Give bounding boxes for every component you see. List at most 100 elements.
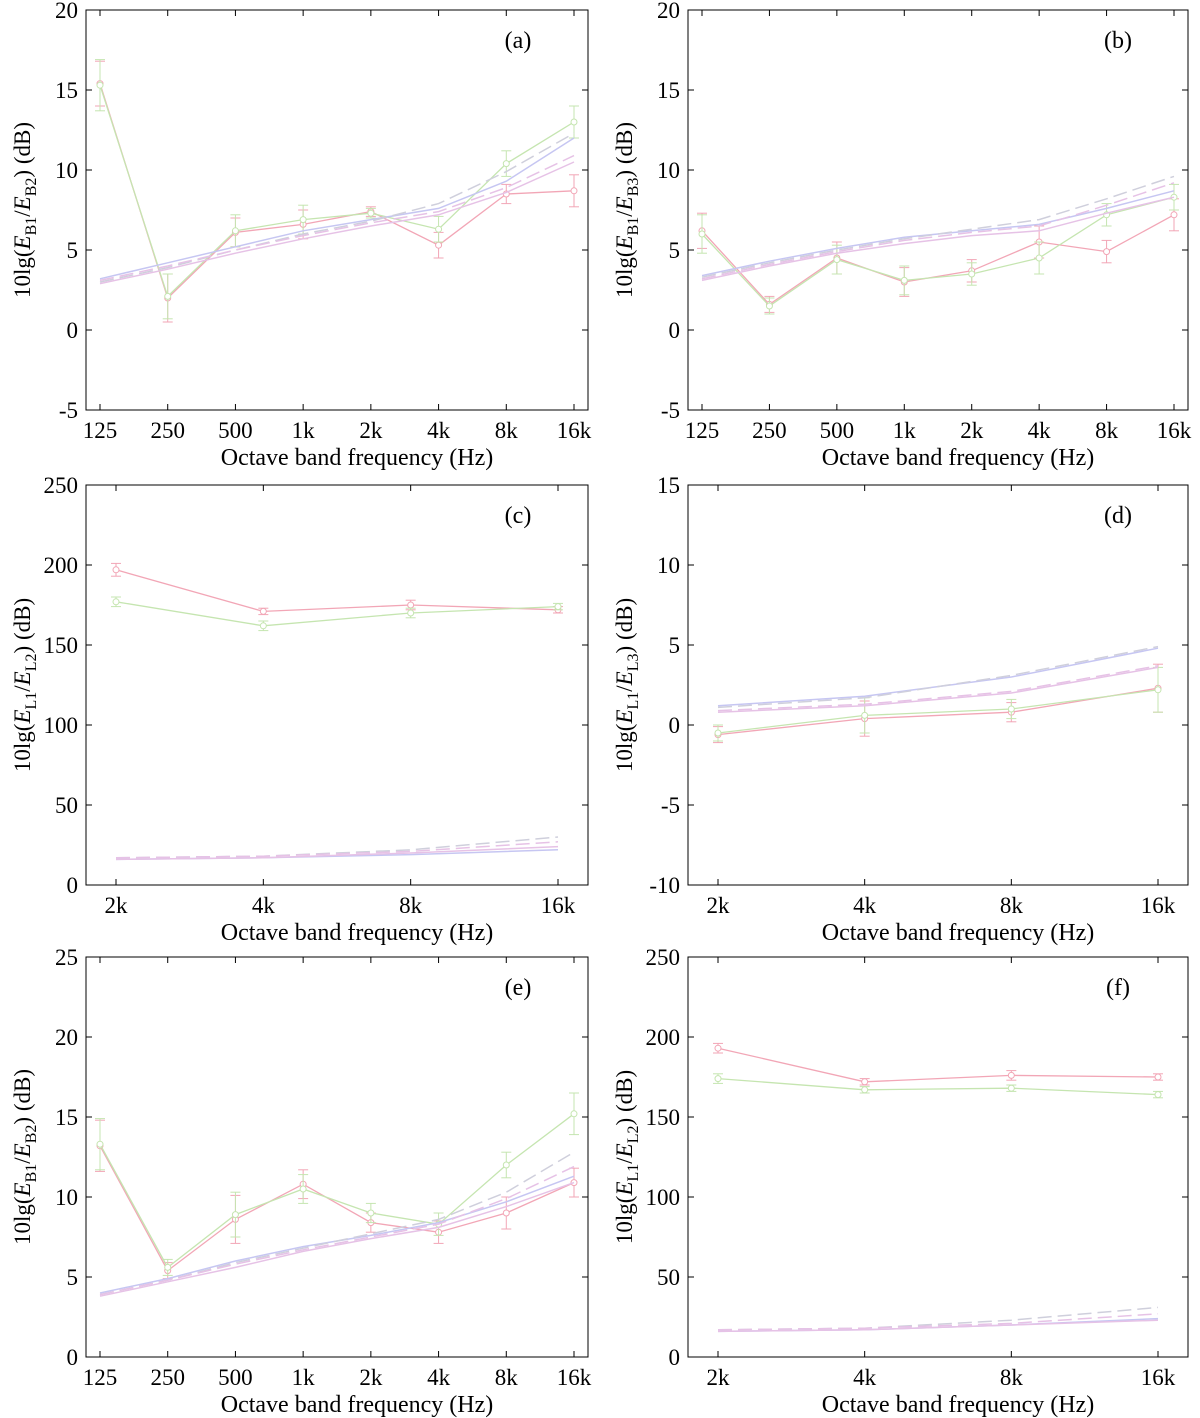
data-point	[502, 1209, 510, 1217]
data-point	[502, 160, 510, 168]
y-tick-label: 100	[646, 1185, 681, 1210]
y-axis-label-n1: E	[10, 1182, 35, 1197]
y-axis-label-s1: L1	[23, 692, 40, 710]
y-axis-label-n1: E	[612, 709, 637, 724]
data-point	[861, 1078, 869, 1086]
data-point	[164, 1263, 172, 1271]
x-tick-label: 16k	[557, 1365, 592, 1390]
x-tick-label: 16k	[1141, 1365, 1176, 1390]
y-tick-label: 100	[44, 713, 79, 738]
y-axis-label-s2: L3	[625, 653, 642, 671]
x-axis-label: Octave band frequency (Hz)	[221, 445, 494, 471]
y-axis-label-pre: 10lg(	[10, 249, 35, 298]
y-axis-label-slash: /	[612, 210, 637, 217]
data-point	[1007, 705, 1015, 713]
y-tick-label: 5	[669, 238, 681, 263]
series-line-2	[99, 1113, 575, 1269]
y-tick-label: 15	[55, 1105, 78, 1130]
y-tick-label: 0	[67, 873, 79, 898]
data-point	[299, 216, 307, 224]
panel-c: 0 50 100 150 200 250 2k 4k 8k 16k Octave band freq…	[10, 473, 589, 946]
y-tick-label: 5	[67, 238, 79, 263]
y-tick-label: 150	[646, 1105, 681, 1130]
y-tick-label: -5	[661, 398, 680, 423]
data-point	[570, 187, 578, 195]
series-line-4	[99, 1151, 575, 1296]
y-axis-label-post: ) (dB)	[612, 1070, 637, 1126]
series-line-2	[701, 196, 1175, 307]
plot-frame	[687, 484, 1189, 886]
series-line-3	[701, 190, 1175, 277]
y-tick-label: -5	[661, 793, 680, 818]
panel-e: 0 5 10 15 20 25 125 250 500 1k 2k 4k 8k 16k Octave ban…	[10, 945, 592, 1418]
data-point	[112, 566, 120, 574]
data-point	[714, 1044, 722, 1052]
y-axis-label-s2: L2	[23, 653, 40, 671]
series-line-1	[717, 687, 1159, 736]
y-axis-label-post: ) (dB)	[10, 1069, 35, 1125]
y-axis-label-s1: B1	[625, 217, 642, 236]
y-tick-label: 150	[44, 633, 79, 658]
x-axis-label: Octave band frequency (Hz)	[221, 920, 494, 946]
series-line-2	[115, 601, 559, 627]
x-tick-label: 4k	[853, 893, 877, 918]
y-axis-label: 10lg(EB1/EB2) (dB)	[10, 122, 40, 298]
x-tick-label: 2k	[105, 893, 129, 918]
y-axis-label-n2: E	[612, 671, 637, 686]
y-axis-label-pre: 10lg(	[612, 724, 637, 773]
x-axis-label: Octave band frequency (Hz)	[822, 920, 1095, 946]
y-tick-label: 5	[669, 633, 681, 658]
series-line-6	[99, 154, 575, 282]
data-point	[435, 241, 443, 249]
series-line-4	[717, 645, 1159, 709]
x-tick-label: 4k	[252, 893, 276, 918]
y-axis-label-n2: E	[612, 196, 637, 211]
series-line-2	[99, 85, 575, 298]
panel-label: (c)	[505, 503, 532, 529]
series-line-6	[717, 665, 1159, 712]
data-point	[765, 302, 773, 310]
y-axis-label-slash: /	[10, 1157, 35, 1164]
x-tick-label: 4k	[427, 418, 451, 443]
series-line-5	[99, 161, 575, 285]
x-tick-label: 8k	[1000, 893, 1024, 918]
x-tick-label: 2k	[359, 418, 383, 443]
x-tick-label: 2k	[707, 1365, 731, 1390]
y-axis-label-s2: L2	[625, 1125, 642, 1143]
y-tick-label: 15	[657, 78, 680, 103]
series-line-1	[99, 1145, 575, 1272]
y-axis-label-slash: /	[10, 210, 35, 217]
data-point	[259, 622, 267, 630]
y-tick-label: 50	[55, 793, 78, 818]
y-axis-label: 10lg(EB1/EB3) (dB)	[612, 122, 642, 298]
series-line-1	[115, 569, 559, 613]
x-tick-label: 125	[83, 1365, 118, 1390]
y-axis-label-s1: L1	[625, 1164, 642, 1182]
x-tick-label: 250	[150, 418, 185, 443]
data-point	[502, 1161, 510, 1169]
y-tick-label: 10	[55, 158, 78, 183]
data-point	[112, 598, 120, 606]
plot-frame	[85, 956, 589, 1358]
y-tick-label: 0	[67, 1345, 79, 1370]
panel-label: (f)	[1106, 975, 1130, 1001]
panel-label: (b)	[1104, 28, 1132, 54]
y-tick-label: 50	[657, 1265, 680, 1290]
y-axis-label-slash: /	[10, 685, 35, 692]
y-axis-label-pre: 10lg(	[612, 249, 637, 298]
series-line-3	[99, 137, 575, 280]
y-axis-label-post: ) (dB)	[612, 598, 637, 654]
data-point	[367, 1209, 375, 1217]
y-axis-label-n2: E	[10, 671, 35, 686]
y-tick-label: 0	[669, 318, 681, 343]
y-axis-label-n2: E	[10, 196, 35, 211]
x-tick-label: 2k	[960, 418, 984, 443]
series-line-6	[701, 182, 1175, 280]
series-line-5	[717, 666, 1159, 713]
series-line-4	[701, 175, 1175, 278]
data-point	[554, 603, 562, 611]
y-axis-label-s1: B1	[23, 1164, 40, 1183]
x-tick-label: 2k	[359, 1365, 383, 1390]
panel-label: (d)	[1104, 503, 1132, 529]
